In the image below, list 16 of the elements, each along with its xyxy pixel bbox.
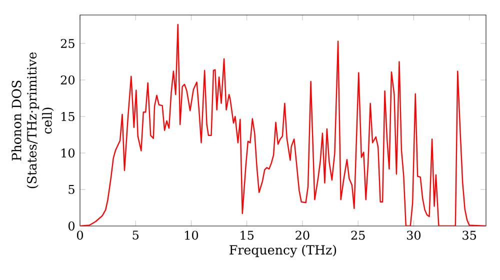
y-tick-label: 25: [60, 38, 74, 48]
x-tick-label: 15: [240, 230, 254, 240]
x-tick-label: 30: [407, 230, 421, 240]
x-tick-label: 20: [296, 230, 310, 240]
y-tick-label: 15: [62, 112, 74, 121]
x-axis-title: Frequency (THz): [230, 244, 336, 258]
y-tick-label: 5: [68, 185, 74, 194]
y-tick-label: 10: [62, 148, 75, 158]
x-tick-label: 35: [462, 230, 476, 240]
y-axis-title: Phonon DOS (States/THz·primitive cell): [12, 52, 54, 188]
y-tick-label: 20: [60, 75, 75, 84]
x-tick-label: 25: [351, 230, 365, 240]
y-tick-label: 0: [68, 221, 75, 231]
x-tick-label: 10: [185, 230, 198, 240]
x-tick-label: 0: [76, 230, 84, 240]
x-tick-label: 5: [132, 230, 138, 240]
